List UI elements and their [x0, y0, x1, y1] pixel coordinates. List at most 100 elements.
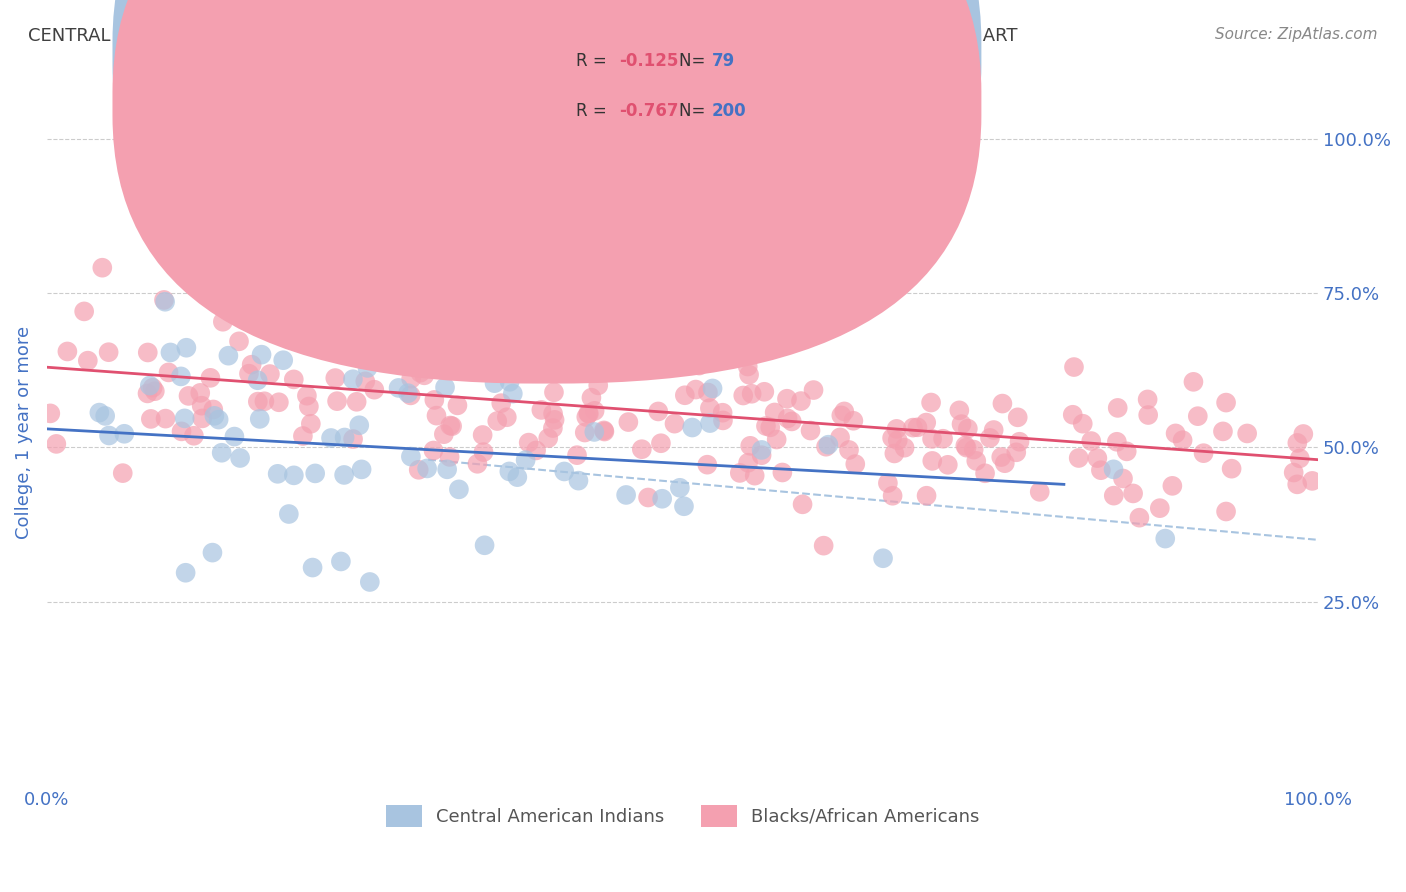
Blacks/African Americans: [1067, 450, 1090, 465]
Blacks/African Americans: [142, 381, 165, 395]
Blacks/African Americans: [188, 385, 211, 400]
Blacks/African Americans: [240, 358, 263, 372]
Central American Indians: [460, 331, 482, 345]
Blacks/African Americans: [630, 442, 652, 457]
Blacks/African Americans: [1182, 375, 1205, 389]
Blacks/African Americans: [295, 389, 318, 403]
Central American Indians: [447, 483, 470, 497]
Blacks/African Americans: [439, 450, 461, 464]
Central American Indians: [350, 462, 373, 476]
Blacks/African Americans: [688, 359, 710, 373]
Blacks/African Americans: [1005, 445, 1028, 459]
Blacks/African Americans: [354, 375, 377, 389]
Central American Indians: [368, 293, 391, 308]
Blacks/African Americans: [994, 456, 1017, 470]
Blacks/African Americans: [1080, 434, 1102, 448]
Blacks/African Americans: [955, 441, 977, 455]
Blacks/African Americans: [1220, 461, 1243, 475]
Central American Indians: [153, 294, 176, 309]
Central American Indians: [329, 554, 352, 568]
Blacks/African Americans: [799, 424, 821, 438]
Blacks/African Americans: [1136, 392, 1159, 407]
Central American Indians: [174, 566, 197, 580]
Blacks/African Americans: [111, 466, 134, 480]
Blacks/African Americans: [1149, 501, 1171, 516]
Central American Indians: [515, 453, 537, 467]
Blacks/African Americans: [609, 361, 631, 376]
Blacks/African Americans: [830, 409, 852, 423]
Blacks/African Americans: [413, 368, 436, 383]
Central American Indians: [1154, 532, 1177, 546]
Blacks/African Americans: [562, 343, 585, 357]
Blacks/African Americans: [685, 383, 707, 397]
Blacks/African Americans: [759, 420, 782, 434]
Blacks/African Americans: [1301, 474, 1323, 488]
Central American Indians: [201, 546, 224, 560]
Blacks/African Americans: [983, 423, 1005, 437]
Central American Indians: [434, 380, 457, 394]
Central American Indians: [651, 491, 673, 506]
Blacks/African Americans: [422, 443, 444, 458]
Blacks/African Americans: [530, 403, 553, 417]
Blacks/African Americans: [1107, 401, 1129, 415]
Blacks/African Americans: [537, 431, 560, 445]
Blacks/African Americans: [543, 385, 565, 400]
Central American Indians: [89, 406, 111, 420]
Central American Indians: [202, 409, 225, 423]
Central American Indians: [471, 353, 494, 368]
Blacks/African Americans: [238, 367, 260, 381]
Blacks/African Americans: [136, 386, 159, 401]
Blacks/African Americans: [815, 440, 838, 454]
Blacks/African Americans: [1286, 436, 1309, 450]
Blacks/African Americans: [231, 310, 253, 325]
Central American Indians: [333, 467, 356, 482]
Blacks/African Americans: [915, 489, 938, 503]
Central American Indians: [208, 412, 231, 426]
Text: R =: R =: [576, 52, 613, 70]
Blacks/African Americans: [647, 404, 669, 418]
Blacks/African Americans: [887, 434, 910, 448]
Blacks/African Americans: [792, 497, 814, 511]
Central American Indians: [301, 560, 323, 574]
Blacks/African Americans: [578, 407, 600, 421]
Text: 79: 79: [711, 52, 735, 70]
Blacks/African Americans: [1215, 395, 1237, 409]
Blacks/African Americans: [155, 411, 177, 425]
Central American Indians: [229, 450, 252, 465]
Blacks/African Americans: [575, 409, 598, 424]
Blacks/African Americans: [1063, 359, 1085, 374]
Blacks/African Americans: [883, 446, 905, 460]
Blacks/African Americans: [543, 413, 565, 427]
Blacks/African Americans: [838, 442, 860, 457]
Blacks/African Americans: [541, 407, 564, 421]
Blacks/African Americans: [488, 360, 510, 375]
Blacks/African Americans: [728, 466, 751, 480]
Blacks/African Americans: [755, 419, 778, 434]
Blacks/African Americans: [486, 414, 509, 428]
Central American Indians: [387, 381, 409, 395]
Blacks/African Americans: [73, 304, 96, 318]
Central American Indians: [283, 468, 305, 483]
Blacks/African Americans: [830, 430, 852, 444]
Blacks/African Americans: [921, 454, 943, 468]
Central American Indians: [249, 412, 271, 426]
Blacks/African Americans: [901, 420, 924, 434]
Central American Indians: [139, 378, 162, 392]
Blacks/African Americans: [1192, 446, 1215, 460]
Blacks/African Americans: [534, 346, 557, 360]
Central American Indians: [266, 467, 288, 481]
Blacks/African Americans: [259, 367, 281, 381]
Blacks/African Americans: [143, 384, 166, 399]
Blacks/African Americans: [733, 388, 755, 402]
Blacks/African Americans: [228, 334, 250, 349]
Central American Indians: [441, 359, 464, 374]
Central American Indians: [506, 470, 529, 484]
Central American Indians: [484, 376, 506, 391]
Blacks/African Americans: [39, 406, 62, 420]
Blacks/African Americans: [299, 417, 322, 431]
Blacks/African Americans: [842, 414, 865, 428]
Blacks/African Americans: [423, 392, 446, 407]
Blacks/African Americans: [974, 467, 997, 481]
Blacks/African Americans: [1122, 486, 1144, 500]
Blacks/African Americans: [574, 425, 596, 440]
